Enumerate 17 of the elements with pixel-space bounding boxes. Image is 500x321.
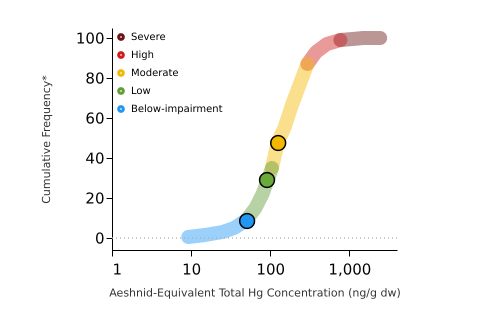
legend-label: High: [131, 50, 154, 61]
x-tick-label: 10: [182, 260, 202, 278]
legend-label: Low: [131, 86, 151, 97]
y-tick-label: 0: [94, 230, 104, 248]
legend-label: Severe: [131, 32, 166, 43]
x-tick-label: 1: [112, 260, 122, 278]
y-tick-label: 60: [85, 110, 104, 128]
y-axis-title: Cumulative Frequency*: [40, 74, 53, 204]
x-axis-title: Aeshnid-Equivalent Total Hg Concentration (ng/g dw): [109, 286, 401, 300]
y-tick-label: 20: [85, 190, 104, 208]
x-tick-label: 1,000: [328, 260, 372, 278]
y-tick-label: 80: [85, 70, 104, 88]
y-tick-label: 40: [85, 150, 104, 168]
y-tick-label: 100: [76, 30, 104, 48]
legend-label: Moderate: [131, 68, 179, 79]
x-tick-label: 100: [256, 260, 286, 278]
legend-label: Below-impairment: [131, 104, 223, 115]
